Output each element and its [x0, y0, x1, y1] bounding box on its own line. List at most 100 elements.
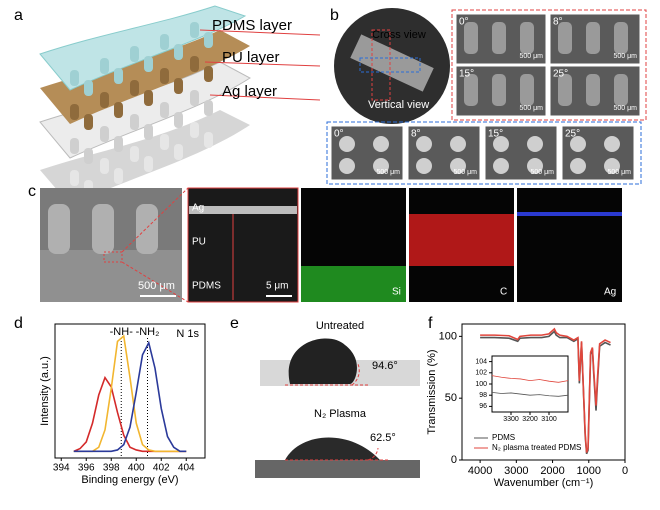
pillar	[570, 136, 586, 152]
cut-plane	[359, 57, 421, 73]
y-tick-label: 96	[479, 403, 487, 410]
pillar	[84, 148, 93, 164]
angle-label: 8°	[411, 129, 421, 140]
substrate	[255, 460, 420, 478]
pillar	[144, 124, 153, 140]
pillar	[70, 138, 79, 154]
pillar	[190, 122, 199, 138]
droplet	[288, 338, 357, 384]
pillar	[174, 44, 183, 60]
y-axis-label: Transmission (%)	[426, 349, 438, 434]
pillar	[204, 132, 213, 148]
contact-angle: 94.6°	[372, 360, 398, 372]
y-axis-label: Intensity (a.u.)	[39, 356, 51, 426]
photo-label: Cross view	[372, 29, 426, 41]
pillar	[130, 146, 139, 162]
pillar	[373, 136, 389, 152]
pillar	[130, 114, 139, 130]
x-tick-label: 0	[622, 465, 628, 477]
x-tick-label: 402	[153, 463, 170, 474]
frame	[326, 121, 642, 185]
si-signal	[301, 266, 406, 302]
map-label: C	[500, 287, 507, 298]
pillar	[204, 100, 213, 116]
panel-label: d	[14, 315, 23, 332]
leader	[199, 29, 321, 36]
pillar	[160, 134, 169, 150]
pillar	[204, 32, 213, 48]
angle-label: 15°	[488, 129, 503, 140]
x-axis-label: Binding energy (eV)	[81, 474, 178, 486]
annotation: N 1s	[176, 328, 199, 340]
pillar	[174, 112, 183, 128]
pillar	[70, 104, 79, 120]
pillar	[114, 102, 123, 118]
series-line	[73, 340, 187, 453]
map-ag	[517, 188, 622, 302]
leader	[204, 61, 321, 67]
plot-frame	[491, 355, 569, 413]
y-tick-label: 100	[439, 330, 457, 342]
pillar	[114, 136, 123, 152]
photo-label: Vertical view	[368, 99, 429, 111]
scale-label: 500 μm	[520, 53, 544, 60]
zoom-line	[121, 261, 189, 303]
angle-arc	[367, 447, 379, 461]
pillar	[70, 170, 79, 186]
legend-label: N₂ plasma treated PDMS	[492, 443, 581, 452]
pillar	[614, 26, 628, 54]
contact-angle: 62.5°	[370, 432, 396, 444]
pillar	[586, 26, 600, 54]
annotation: -NH₂	[136, 326, 160, 338]
pillar	[174, 78, 183, 94]
x-tick-label: 400	[128, 463, 145, 474]
angle-label: 25°	[553, 69, 568, 80]
condition-label: N₂ Plasma	[314, 408, 367, 420]
cut-plane	[371, 29, 391, 101]
scale-label: 500 μm	[520, 105, 544, 112]
pillar	[174, 144, 183, 160]
pillar	[70, 70, 79, 86]
x-tick-label: 4000	[468, 465, 492, 477]
x-tick-label: 404	[178, 463, 195, 474]
panel-label: f	[428, 315, 433, 332]
condition-label: Untreated	[316, 320, 364, 332]
layer-label: PDMS	[192, 281, 221, 292]
scale-label: 500 μm	[614, 53, 638, 60]
pillar	[492, 26, 506, 54]
layer-label: Ag layer	[222, 83, 277, 100]
scale-label: 500 μm	[138, 280, 175, 292]
pillar	[492, 78, 506, 106]
pillar	[493, 136, 509, 152]
angle-label: 25°	[565, 129, 580, 140]
pillar	[450, 136, 466, 152]
pillar	[558, 78, 572, 106]
x-tick-label: 2000	[540, 465, 564, 477]
pillar	[190, 90, 199, 106]
panel-label: b	[330, 7, 339, 24]
pillar	[604, 158, 620, 174]
y-tick-label: 100	[475, 381, 487, 388]
panel-label: e	[230, 315, 239, 332]
ag-signal	[517, 212, 622, 216]
pillar	[92, 204, 114, 254]
pillar	[464, 78, 478, 106]
ag-band	[189, 206, 297, 214]
series-line	[491, 375, 569, 383]
y-tick-label: 102	[475, 370, 487, 377]
pillar	[100, 58, 109, 74]
y-tick-label: 104	[475, 358, 487, 365]
pillar	[527, 136, 543, 152]
zoom-box	[103, 251, 123, 263]
legend-label: PDMS	[492, 433, 515, 442]
pillar	[339, 158, 355, 174]
layer-label: PDMS layer	[212, 17, 292, 34]
pillar	[493, 158, 509, 174]
series-line	[480, 327, 611, 453]
pillar	[190, 56, 199, 72]
pillar	[586, 78, 600, 106]
schematic: PDMS layer PU layer Ag layer	[39, 5, 321, 205]
pillar	[144, 156, 153, 172]
sem-base	[40, 250, 182, 302]
